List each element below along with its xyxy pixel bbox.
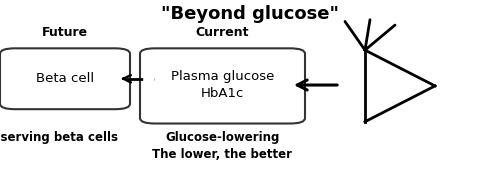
Text: Current: Current [196,26,249,39]
FancyBboxPatch shape [140,48,305,124]
Text: Glucose-lowering
The lower, the better: Glucose-lowering The lower, the better [152,131,292,161]
FancyBboxPatch shape [0,48,130,109]
Text: "Beyond glucose": "Beyond glucose" [161,5,339,23]
Text: Preserving beta cells: Preserving beta cells [0,131,118,144]
Text: Plasma glucose
HbA1c: Plasma glucose HbA1c [171,70,274,100]
Text: Future: Future [42,26,88,39]
Text: Beta cell: Beta cell [36,72,94,85]
